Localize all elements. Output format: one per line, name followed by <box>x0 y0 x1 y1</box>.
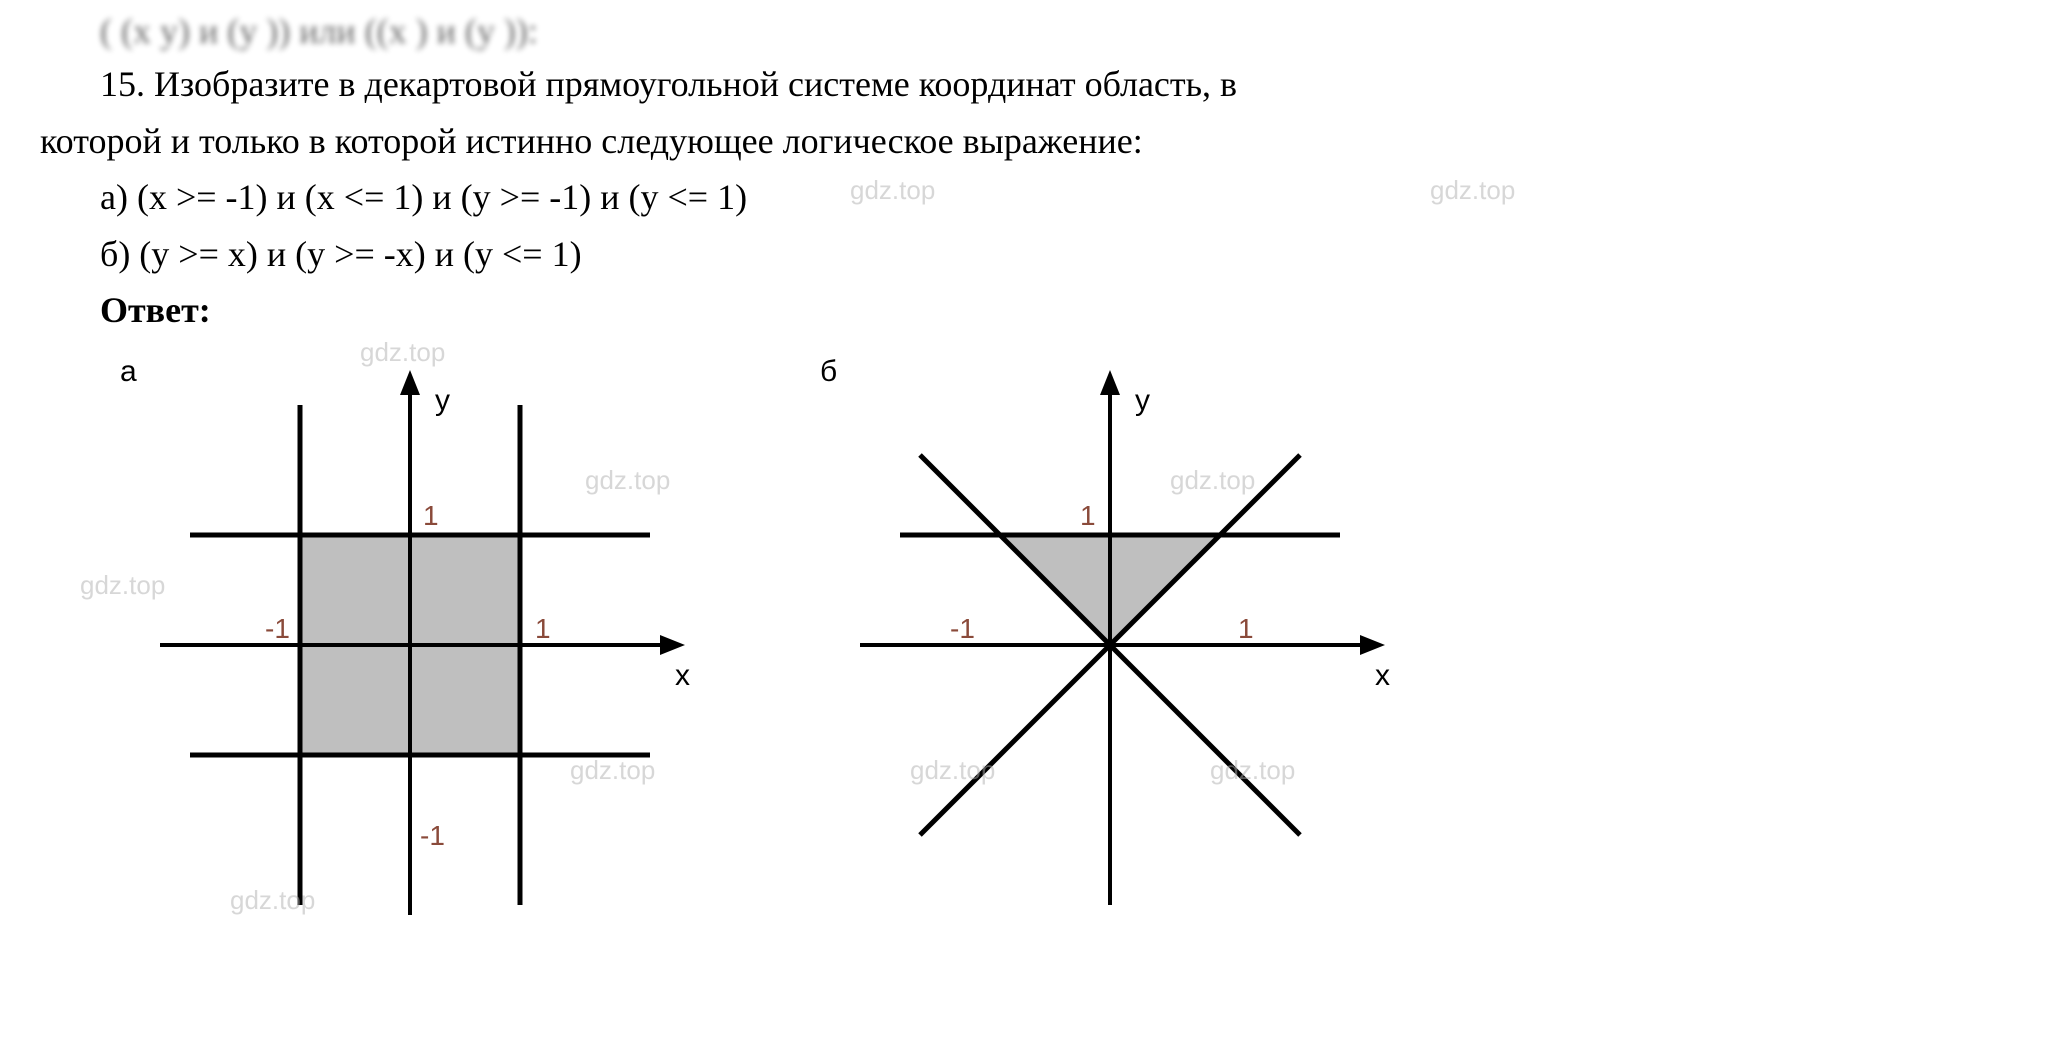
tick-x-pos: 1 <box>1238 613 1254 644</box>
problem-text-1: Изобразите в декартовой прямоугольной си… <box>154 64 1237 104</box>
x-axis-label: x <box>1375 659 1390 692</box>
tick-x-neg: -1 <box>265 613 290 644</box>
tick-x-neg: -1 <box>950 613 975 644</box>
tick-y-pos: 1 <box>1080 500 1096 531</box>
y-axis-label: y <box>435 384 450 417</box>
option-a: а) (x >= -1) и (x <= 1) и (y >= -1) и (y… <box>100 173 2016 222</box>
y-arrow-icon <box>1100 370 1120 395</box>
tick-y-pos: 1 <box>423 500 439 531</box>
problem-number: 15. <box>100 64 145 104</box>
diagram-a-svg: 1 -1 1 -1 x y <box>100 345 720 925</box>
y-axis-label: y <box>1135 384 1150 417</box>
y-arrow-icon <box>400 370 420 395</box>
problem-line1: 15. Изобразите в декартовой прямоугольно… <box>100 60 2016 109</box>
answer-label: Ответ: <box>100 286 2016 335</box>
diagrams-row: а gdz.top gdz.top gdz.top gdz.top gdz.to… <box>100 345 2016 925</box>
option-b: б) (y >= x) и (y >= -x) и (y <= 1) <box>100 230 2016 279</box>
tick-x-pos: 1 <box>535 613 551 644</box>
diagram-a: а gdz.top gdz.top gdz.top gdz.top gdz.to… <box>100 345 720 925</box>
watermark: gdz.top <box>850 173 935 208</box>
x-arrow-icon <box>660 635 685 655</box>
diagram-b: б gdz.top gdz.top gdz.top 1 -1 1 x y <box>800 345 1420 925</box>
problem-line2: которой и только в которой истинно следу… <box>40 117 2016 166</box>
x-arrow-icon <box>1360 635 1385 655</box>
diagram-b-svg: 1 -1 1 x y <box>800 345 1420 925</box>
x-axis-label: x <box>675 659 690 692</box>
panel-label-a: а <box>120 355 137 389</box>
tick-y-neg: -1 <box>420 820 445 851</box>
watermark: gdz.top <box>1430 173 1515 208</box>
prev-line-blur: ( (x y) и (y )) или ((x ) и (y )): <box>100 10 2016 52</box>
panel-label-b: б <box>820 355 837 389</box>
option-a-text: а) (x >= -1) и (x <= 1) и (y >= -1) и (y… <box>100 177 747 217</box>
